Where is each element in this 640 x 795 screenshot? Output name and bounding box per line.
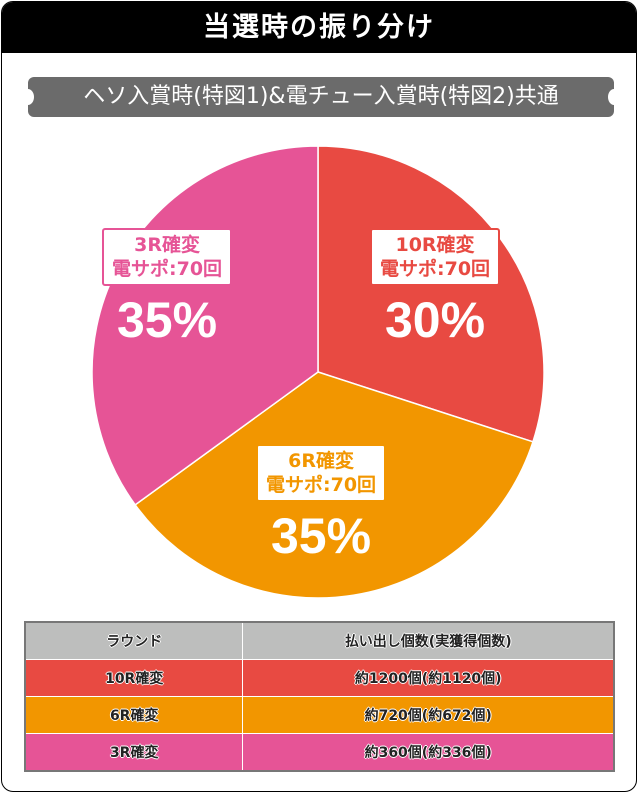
slice-percent: 35% — [270, 508, 372, 564]
page-title: 当選時の振り分け — [2, 2, 636, 53]
slice-name: 6R確変 — [288, 450, 354, 472]
slice-label-box: 3R確変 電サポ:70回 — [102, 228, 233, 286]
header-round: ラウンド — [24, 621, 244, 660]
slice-percent: 35% — [116, 292, 218, 348]
table-row: 10R確変 約1200個(約1120個) — [24, 659, 615, 697]
payout-table: ラウンド 払い出し個数(実獲得個数) 10R確変 約1200個(約1120個) … — [24, 621, 615, 772]
slice-name: 10R確変 — [395, 234, 475, 256]
header-payout: 払い出し個数(実獲得個数) — [242, 621, 615, 660]
slice-sub: 電サポ:70回 — [112, 258, 223, 280]
slice-sub: 電サポ:70回 — [266, 474, 377, 496]
payout-cell: 約720個(約672個) — [242, 696, 615, 734]
round-cell: 10R確変 — [24, 659, 244, 697]
slice-label-3r: 3R確変 電サポ:70回 35% — [102, 228, 233, 348]
round-cell: 6R確変 — [24, 696, 244, 734]
table-row: 6R確変 約720個(約672個) — [24, 696, 615, 734]
table-row: 3R確変 約360個(約336個) — [24, 733, 615, 772]
slice-label-box: 6R確変 電サポ:70回 — [256, 444, 387, 502]
slice-name: 3R確変 — [134, 234, 200, 256]
round-cell: 3R確変 — [24, 733, 244, 772]
pie-slice-0 — [317, 145, 545, 443]
subtitle-banner: ヘソ入賞時(特図1)&電チュー入賞時(特図2)共通 — [22, 77, 620, 117]
payout-cell: 約1200個(約1120個) — [242, 659, 615, 697]
table-header-row: ラウンド 払い出し個数(実獲得個数) — [24, 621, 615, 660]
slice-percent: 30% — [384, 292, 486, 348]
slice-label-10r: 10R確変 電サポ:70回 30% — [370, 228, 501, 348]
slice-label-box: 10R確変 電サポ:70回 — [370, 228, 501, 286]
payout-cell: 約360個(約336個) — [242, 733, 615, 772]
slice-sub: 電サポ:70回 — [380, 258, 491, 280]
slice-label-6r: 6R確変 電サポ:70回 35% — [256, 444, 387, 564]
